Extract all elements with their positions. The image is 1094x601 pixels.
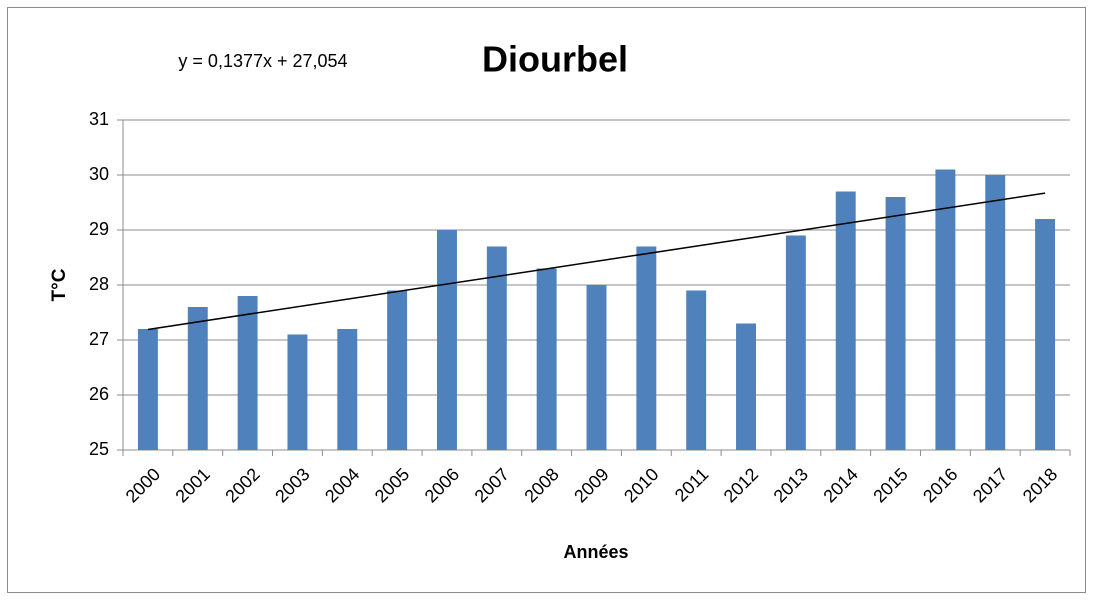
bar	[486, 246, 507, 450]
bar	[287, 334, 308, 450]
x-axis-label: Années	[563, 542, 628, 562]
bar	[536, 268, 557, 450]
bar	[237, 296, 258, 450]
y-tick-label: 26	[89, 384, 109, 404]
chart-title: Diourbel	[482, 39, 628, 80]
bar	[935, 169, 956, 450]
bar	[137, 329, 158, 450]
bar	[686, 290, 707, 450]
bar	[736, 323, 756, 450]
bar	[1035, 219, 1056, 450]
bar	[835, 191, 856, 450]
y-tick-label: 31	[89, 109, 109, 129]
bar	[187, 307, 208, 450]
y-tick-label: 27	[89, 329, 109, 349]
bar	[337, 329, 358, 450]
bar	[785, 235, 806, 450]
y-tick-label: 29	[89, 219, 109, 239]
bar	[437, 230, 457, 450]
y-axis-label: T°C	[49, 268, 70, 301]
bar	[636, 246, 657, 450]
bar	[985, 175, 1006, 450]
bar	[586, 285, 607, 450]
bar	[387, 290, 408, 450]
y-tick-label: 25	[89, 439, 109, 459]
trendline-equation: y = 0,1377x + 27,054	[178, 51, 347, 71]
y-tick-label: 28	[89, 274, 109, 294]
trendline	[147, 192, 1046, 331]
bar	[885, 197, 906, 450]
y-tick-label: 30	[89, 164, 109, 184]
